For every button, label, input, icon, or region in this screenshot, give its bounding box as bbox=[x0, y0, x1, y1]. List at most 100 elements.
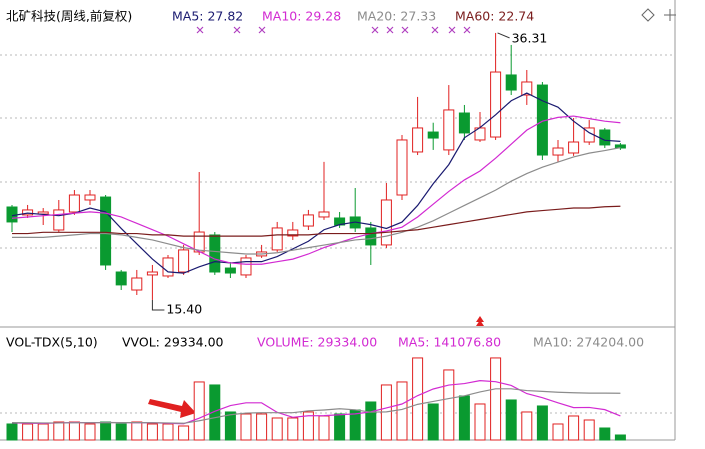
legend-entry: MA5: 141076.80 bbox=[398, 335, 501, 350]
candle-body bbox=[505, 74, 517, 91]
candle-body bbox=[224, 267, 236, 274]
volume-bar bbox=[458, 395, 470, 441]
annotation-leader bbox=[151, 299, 165, 311]
legend-entry: MA20: 27.33 bbox=[357, 9, 436, 24]
volume-bar bbox=[521, 411, 533, 441]
red-arrow bbox=[148, 399, 196, 418]
ma-line bbox=[12, 147, 621, 255]
volume-bar bbox=[318, 415, 330, 441]
annotation-leader bbox=[497, 32, 510, 39]
volume-bar bbox=[552, 423, 564, 441]
legend-entry: VVOL: 29334.00 bbox=[122, 335, 224, 350]
volume-bar bbox=[84, 423, 96, 441]
candle-body bbox=[521, 81, 533, 96]
volume-bar bbox=[37, 423, 49, 441]
legend-entry: VOLUME: 29334.00 bbox=[257, 335, 377, 350]
candle-body bbox=[68, 194, 80, 213]
candle-body bbox=[22, 209, 34, 216]
marker-x bbox=[371, 26, 379, 34]
panel-title: VOL-TDX(5,10) bbox=[6, 335, 98, 350]
candle-body bbox=[193, 231, 205, 253]
diamond-icon[interactable] bbox=[641, 8, 655, 22]
volume-bar bbox=[53, 421, 65, 441]
volume-bar bbox=[131, 421, 143, 441]
volume-bar bbox=[490, 357, 502, 441]
candle-body bbox=[84, 194, 96, 201]
candle-body bbox=[396, 139, 408, 196]
candle-body bbox=[131, 277, 143, 291]
candle-body bbox=[490, 71, 502, 138]
up-arrow-icon bbox=[476, 316, 484, 326]
volume-bar bbox=[209, 384, 221, 441]
volume-bar bbox=[22, 423, 34, 441]
volume-bar bbox=[505, 399, 517, 441]
volume-bar bbox=[100, 421, 112, 441]
ma-line bbox=[12, 205, 621, 237]
volume-bar bbox=[334, 413, 346, 441]
legend-entry: MA10: 274204.00 bbox=[533, 335, 644, 350]
annotation: 15.40 bbox=[166, 301, 202, 316]
legend-entry: MA60: 22.74 bbox=[455, 9, 534, 24]
volume-bar bbox=[302, 411, 314, 441]
volume-bar bbox=[162, 423, 174, 441]
volume-bar bbox=[599, 427, 611, 441]
candle-body bbox=[443, 109, 455, 151]
volume-bar bbox=[614, 434, 626, 441]
candle-body bbox=[568, 141, 580, 154]
candle-body bbox=[240, 257, 252, 276]
volume-bar bbox=[396, 381, 408, 441]
volume-bar bbox=[583, 419, 595, 441]
candle-body bbox=[100, 196, 112, 266]
volume-bar bbox=[474, 403, 486, 441]
candle-body bbox=[458, 112, 470, 134]
candle-body bbox=[318, 211, 330, 218]
candle-body bbox=[209, 234, 221, 273]
candle-body bbox=[427, 131, 439, 139]
volume-bar bbox=[271, 417, 283, 441]
marker-x bbox=[448, 26, 456, 34]
candle-body bbox=[302, 214, 314, 227]
candle-body bbox=[53, 209, 65, 231]
volume-bar bbox=[443, 369, 455, 441]
candle-body bbox=[287, 229, 299, 237]
volume-bar bbox=[68, 421, 80, 441]
chart-title: 北矿科技(周线,前复权) bbox=[6, 9, 132, 24]
plot: 北矿科技(周线,前复权) MA5: 27.82 MA10: 29.28 MA20: 2… bbox=[6, 9, 644, 441]
marker-x bbox=[386, 26, 394, 34]
volume-bar bbox=[427, 403, 439, 441]
candle-body bbox=[6, 206, 18, 223]
candle-body bbox=[552, 147, 564, 156]
volume-bar bbox=[568, 415, 580, 441]
volume-bar bbox=[115, 423, 127, 441]
volume-bar bbox=[146, 423, 158, 441]
marker-x bbox=[431, 26, 439, 34]
marker-x bbox=[463, 26, 471, 34]
volume-bar bbox=[193, 381, 205, 441]
candle-body bbox=[614, 144, 626, 149]
candle-body bbox=[412, 127, 424, 153]
candle-body bbox=[365, 227, 377, 246]
volume-bar bbox=[365, 401, 377, 441]
marker-x bbox=[233, 26, 241, 34]
ma-line bbox=[11, 115, 621, 265]
volume-bar bbox=[240, 413, 252, 441]
candle-body bbox=[115, 271, 127, 286]
volume-ma-line bbox=[11, 388, 621, 424]
plus-icon[interactable] bbox=[664, 9, 676, 21]
marker-x bbox=[401, 26, 409, 34]
candle-body bbox=[271, 227, 283, 251]
legend-entry: MA5: 27.82 bbox=[172, 9, 243, 24]
candle-body bbox=[146, 271, 158, 276]
volume-bar bbox=[256, 413, 268, 441]
volume-bar bbox=[287, 417, 299, 441]
marker-x bbox=[258, 26, 266, 34]
candle-body bbox=[178, 249, 190, 273]
volume-bar bbox=[536, 405, 548, 441]
volume-bar bbox=[6, 423, 18, 441]
legend-entry: MA10: 29.28 bbox=[262, 9, 341, 24]
ma-line bbox=[11, 92, 621, 274]
candle-body bbox=[380, 199, 392, 246]
candle-body bbox=[162, 257, 174, 277]
